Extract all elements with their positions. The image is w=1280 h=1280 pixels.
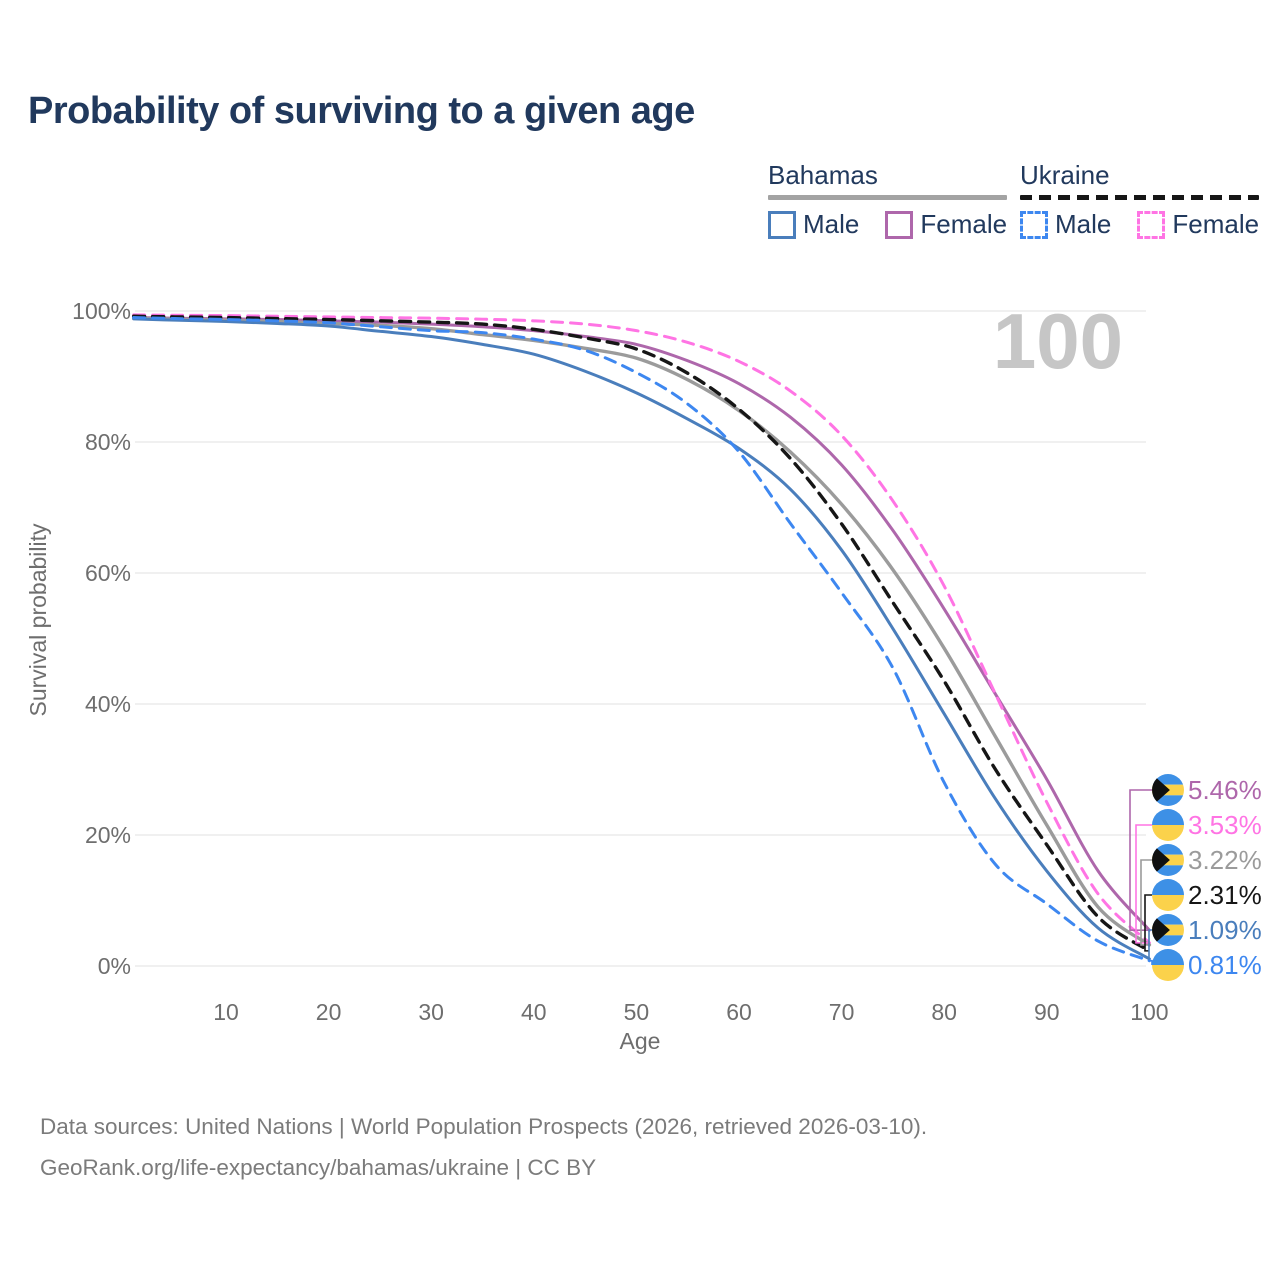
flag-icon-bahamas [1152, 914, 1184, 946]
flag-icon-bahamas [1152, 774, 1184, 806]
end-value-label: 3.22% [1188, 845, 1262, 875]
end-label-connector [1129, 789, 1152, 932]
x-tick-label: 20 [316, 999, 342, 1025]
legend-item-label: Female [1172, 209, 1260, 239]
footer: Data sources: United Nations | World Pop… [40, 1106, 927, 1188]
y-axis-title: Survival probability [25, 523, 51, 717]
flag-icon-ukraine [1152, 809, 1184, 841]
end-value-label: 2.31% [1188, 880, 1262, 910]
end-value-label: 0.81% [1188, 950, 1262, 980]
y-tick-label: 100% [72, 298, 131, 324]
end-label-connector [1149, 959, 1153, 965]
x-tick-label: 100 [1130, 999, 1168, 1025]
x-tick-label: 60 [726, 999, 752, 1025]
gridlines [135, 310, 1146, 967]
series-line-ukraine-female [132, 313, 1151, 945]
end-value-label: 5.46% [1188, 775, 1262, 805]
legend-country-label-bahamas: Bahamas [768, 160, 878, 190]
end-label-connector [1148, 929, 1152, 960]
x-tick-label: 30 [418, 999, 444, 1025]
flag-icon-bahamas [1152, 844, 1184, 876]
series-line-ukraine-total [131, 314, 1152, 953]
legend-linestyle-bahamas [768, 195, 1008, 200]
footer-attribution: GeoRank.org/life-expectancy/bahamas/ukra… [40, 1155, 597, 1180]
legend-swatch-ukraine-male[interactable] [1020, 210, 1048, 239]
footer-data-sources: Data sources: United Nations | World Pop… [40, 1114, 928, 1139]
y-tick-label: 0% [98, 953, 131, 979]
end-value-label: 1.09% [1188, 915, 1262, 945]
x-tick-label: 70 [829, 999, 855, 1025]
legend-swatch-bahamas-male[interactable] [768, 210, 796, 239]
x-axis-title: Age [620, 1028, 661, 1054]
y-tick-label: 80% [85, 429, 131, 455]
end-label-connector [1144, 894, 1152, 952]
legend-swatch-ukraine-female[interactable] [1137, 210, 1166, 239]
end-value-label: 3.53% [1188, 810, 1262, 840]
legend-item-ukraine-female[interactable]: Female [1137, 209, 1259, 240]
legend-item-bahamas-female[interactable]: Female [885, 209, 1007, 240]
legend-item-label: Male [1055, 209, 1112, 239]
legend-country-label-ukraine: Ukraine [1020, 160, 1110, 190]
x-axis-tick-labels: 10 20 30 40 50 60 70 80 90 100 [213, 999, 1168, 1025]
y-axis-tick-labels: 0% 20% 40% 60% 80% 100% [72, 298, 131, 979]
flag-icon-ukraine [1152, 949, 1184, 981]
x-tick-label: 90 [1034, 999, 1060, 1025]
x-tick-label: 10 [213, 999, 239, 1025]
legend-group-bahamas: Bahamas Male Female [768, 160, 1008, 240]
end-label-connector [1140, 859, 1152, 946]
legend-item-bahamas-male[interactable]: Male [768, 209, 859, 240]
legend-item-label: Female [920, 209, 1008, 239]
end-value-labels: 5.46% 3.53% 3.22% 2.31% 1.09% 0.81% [1129, 774, 1262, 981]
page-title: Probability of surviving to a given age [28, 90, 695, 132]
series-line-ukraine-male [132, 316, 1151, 963]
legend-linestyle-ukraine [1020, 195, 1260, 200]
end-label-connector [1135, 824, 1152, 944]
series-line-bahamas-female [132, 316, 1151, 932]
hover-age-watermark: 100 [993, 297, 1123, 385]
x-tick-label: 50 [624, 999, 650, 1025]
legend-swatch-bahamas-female[interactable] [885, 210, 914, 239]
legend-item-label: Male [803, 209, 860, 239]
x-tick-label: 40 [521, 999, 547, 1025]
legend-group-ukraine: Ukraine Male Female [1020, 160, 1260, 240]
y-tick-label: 20% [85, 822, 131, 848]
flag-icon-ukraine [1152, 879, 1184, 911]
y-tick-label: 60% [85, 560, 131, 586]
series-lines [131, 313, 1152, 963]
legend-item-ukraine-male[interactable]: Male [1020, 209, 1111, 240]
chart-legend: Bahamas Male Female Ukraine Male Female [0, 160, 1280, 250]
series-line-bahamas-total [131, 316, 1152, 947]
series-line-bahamas-male [132, 317, 1151, 961]
y-tick-label: 40% [85, 691, 131, 717]
x-tick-label: 80 [931, 999, 957, 1025]
